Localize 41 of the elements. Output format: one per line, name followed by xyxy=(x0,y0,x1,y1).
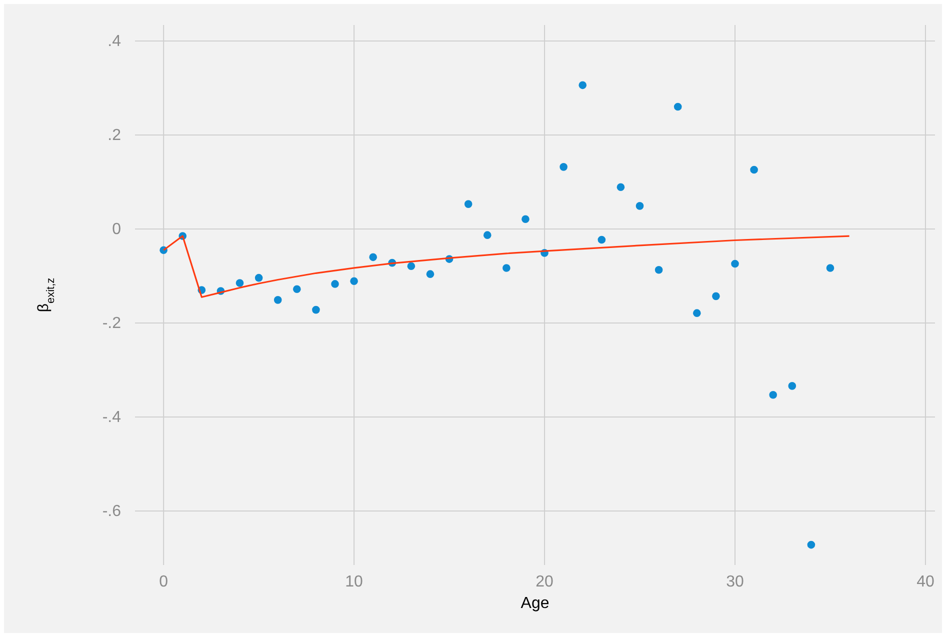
point xyxy=(654,266,663,274)
point xyxy=(522,215,530,223)
point xyxy=(369,253,378,262)
y-tick-label: -.6 xyxy=(102,503,122,520)
y-tick-label: .2 xyxy=(108,127,122,144)
x-tick-label: 40 xyxy=(916,573,934,590)
point xyxy=(274,296,282,304)
point xyxy=(350,277,358,286)
point xyxy=(426,270,434,278)
x-tick-label: 0 xyxy=(159,573,168,590)
point xyxy=(616,183,625,192)
point xyxy=(502,264,510,272)
point xyxy=(674,102,682,111)
point xyxy=(769,390,778,399)
y-tick-label: -.4 xyxy=(102,409,122,426)
point xyxy=(292,285,301,294)
x-tick-label: 10 xyxy=(345,573,364,590)
x-tick-label: 20 xyxy=(536,573,554,590)
point xyxy=(312,306,320,314)
point xyxy=(560,163,568,171)
y-tick-label: 0 xyxy=(112,221,122,238)
point xyxy=(826,264,834,272)
point xyxy=(236,279,244,287)
point xyxy=(254,274,263,282)
point xyxy=(807,540,816,549)
point xyxy=(788,382,796,390)
point xyxy=(712,292,720,300)
x-tick-label: 30 xyxy=(726,573,744,590)
point xyxy=(464,200,472,208)
point xyxy=(578,81,587,90)
point xyxy=(750,166,758,174)
point xyxy=(331,280,339,288)
point xyxy=(483,231,492,239)
x-axis-title: Age xyxy=(520,595,550,612)
y-tick-label: .4 xyxy=(108,33,122,50)
point xyxy=(731,260,739,268)
point xyxy=(407,262,416,270)
point xyxy=(598,236,606,244)
point xyxy=(692,309,701,317)
y-tick-label: -.2 xyxy=(102,315,122,332)
point xyxy=(636,202,644,210)
